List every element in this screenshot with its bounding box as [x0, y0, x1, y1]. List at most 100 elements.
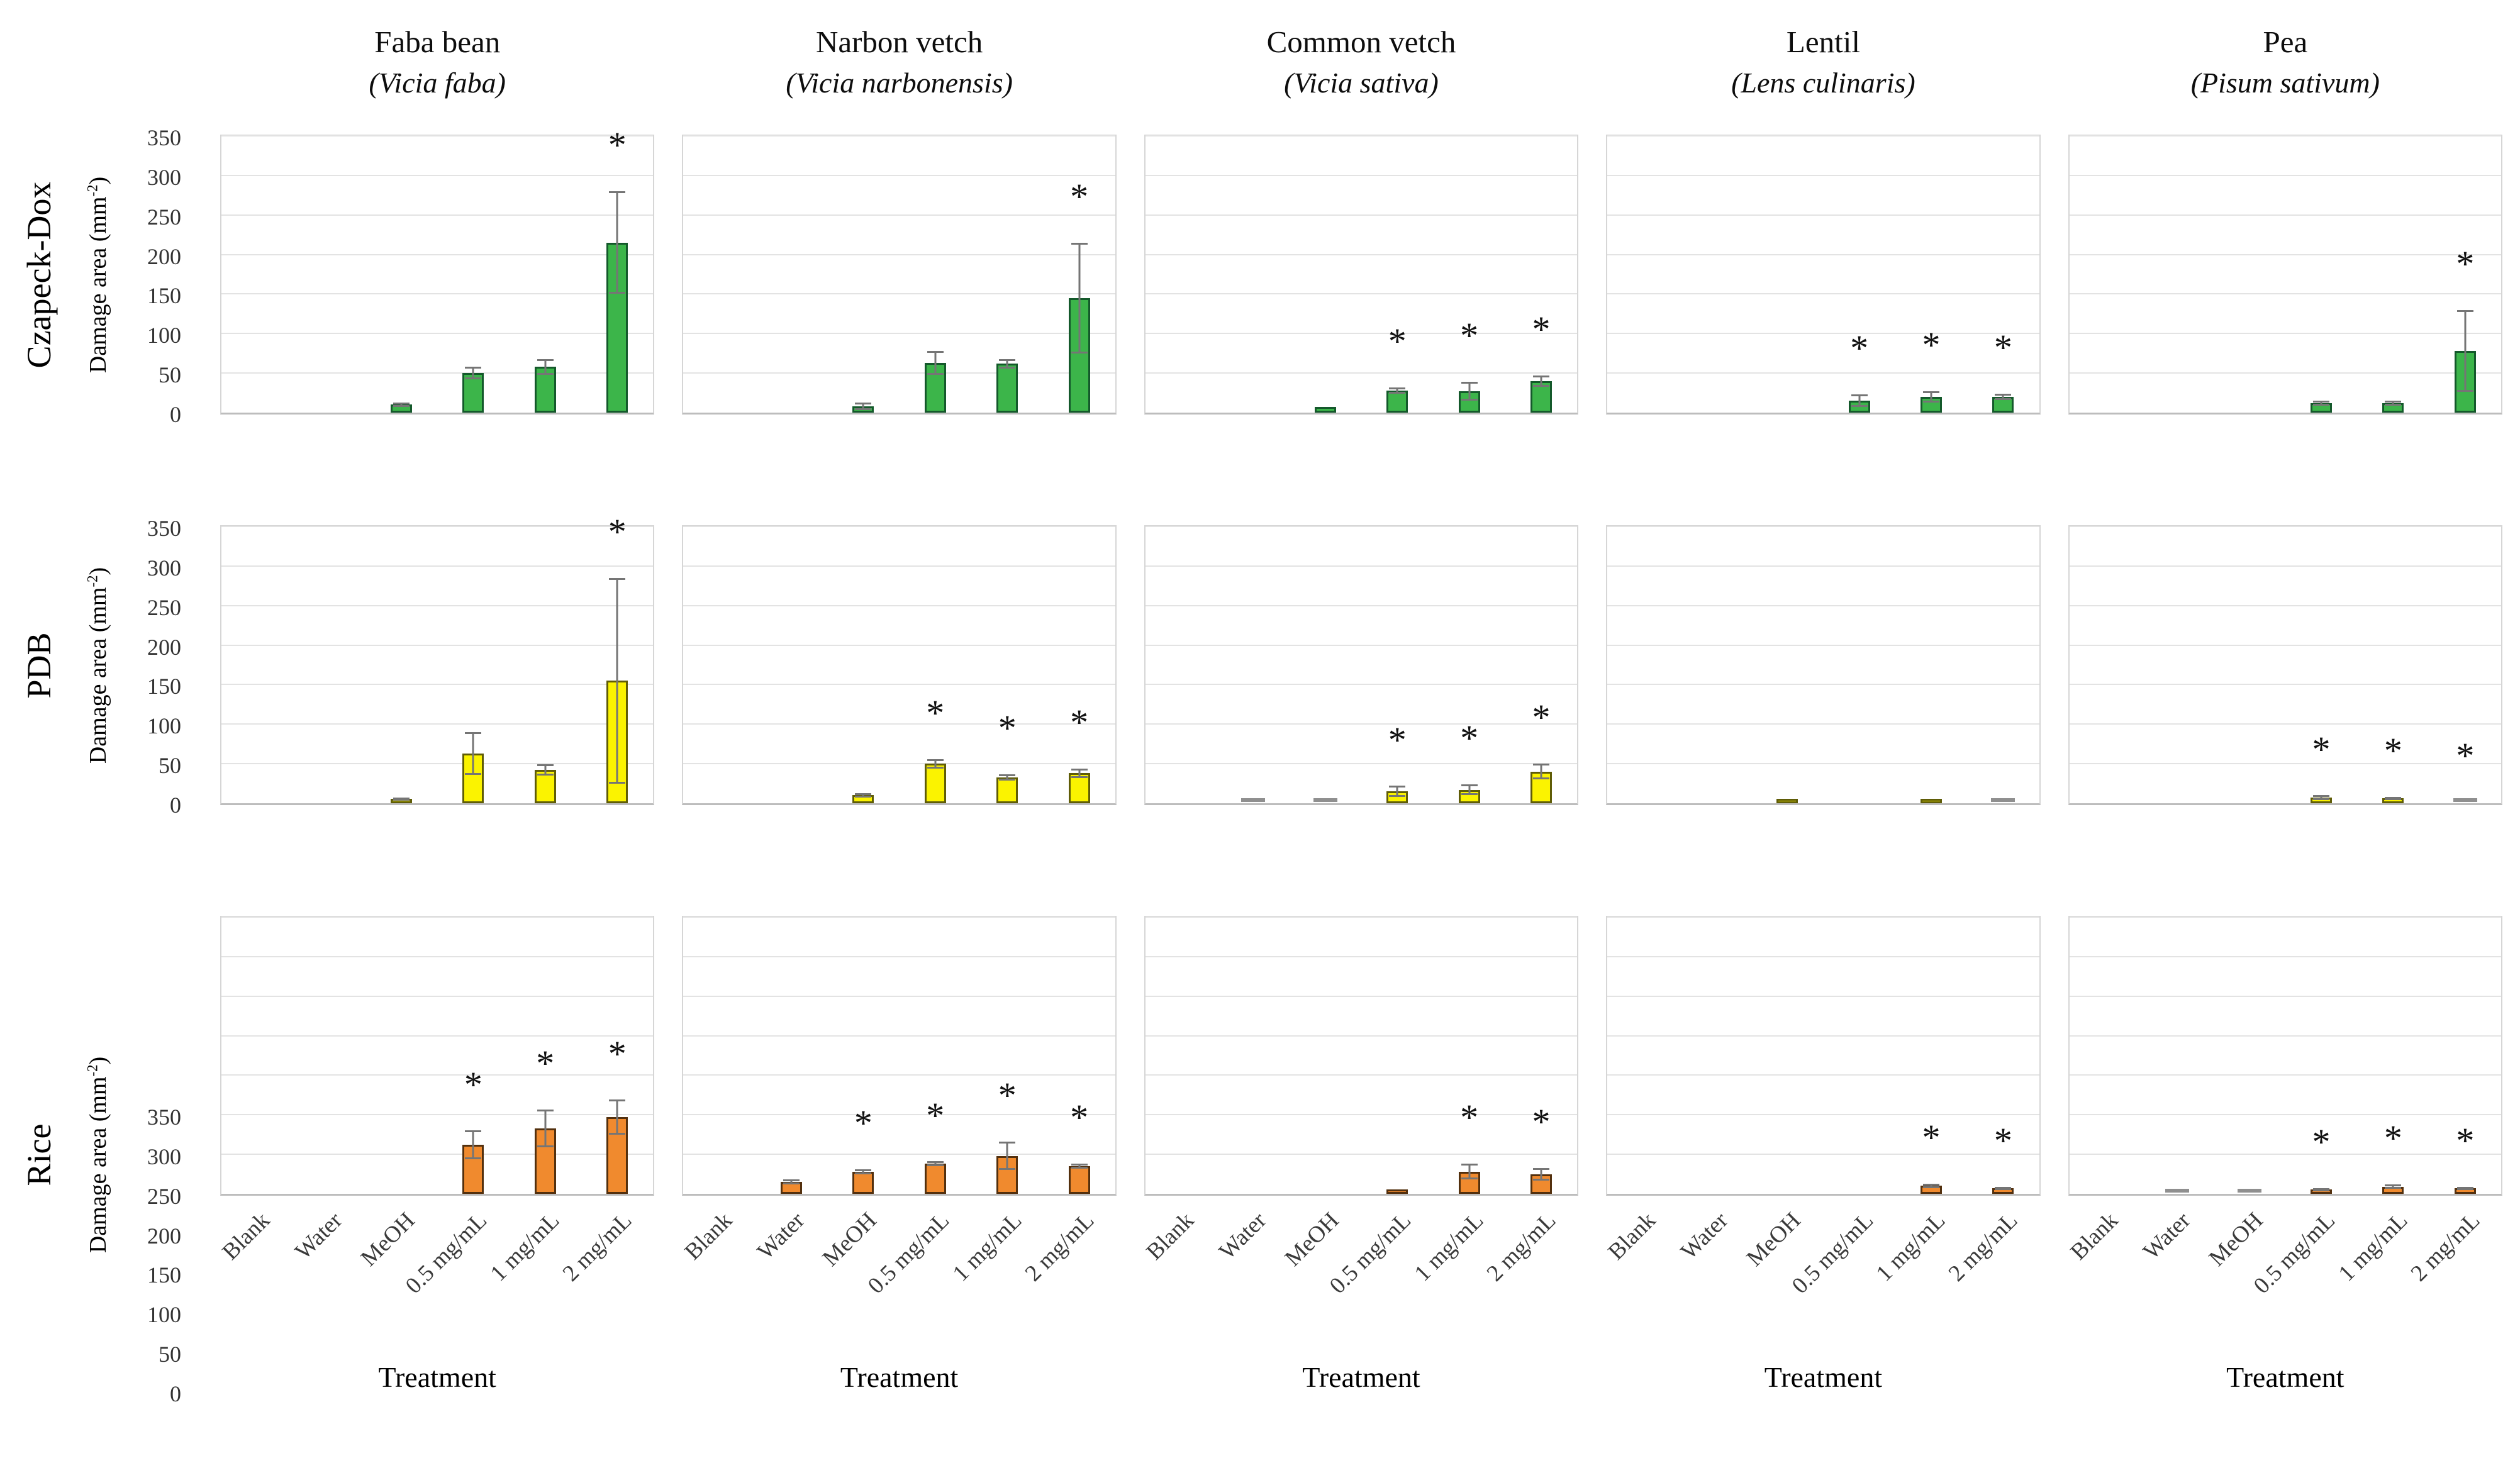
plot-area: * * * — [1606, 135, 2041, 415]
x-tick-label-water: Water — [1676, 1207, 1734, 1265]
column-title-species: (Pisum sativum) — [2190, 67, 2380, 99]
error-bar-cap-top — [393, 402, 410, 404]
error-bar-cap-bottom — [1461, 399, 1478, 401]
y-axis-label-superscript: -2 — [84, 575, 101, 587]
y-axis-label-text: Damage area (mm — [85, 196, 111, 373]
gridline — [683, 916, 1115, 918]
error-bar-cap-top — [1923, 1183, 1940, 1186]
significance-asterisk: * — [1460, 718, 1479, 759]
plot-area: * — [220, 127, 655, 415]
gridline — [2069, 333, 2502, 335]
significance-asterisk: * — [536, 1042, 555, 1084]
significance-asterisk: * — [1532, 1101, 1551, 1142]
error-bar-cap-bottom — [1995, 398, 2012, 400]
gridline — [683, 333, 1115, 335]
gridline — [221, 995, 654, 997]
error-bar-cap-top — [393, 798, 410, 800]
gridline — [2069, 763, 2502, 765]
y-tick-label: 150 — [147, 674, 181, 699]
chart-panel-pdb-faba-bean: * — [220, 514, 655, 805]
error-bar-cap-bottom — [537, 1145, 554, 1147]
chart-panel-rice-faba-bean: * * * Blank Water MeOH 0.5 mg/mL 1 mg/mL 2 mg/mL… — [218, 916, 655, 1394]
error-bar-cap-bottom — [537, 774, 554, 776]
gridline — [683, 565, 1115, 567]
error-bar-cap-bottom — [609, 781, 626, 784]
y-axis-label-cell: Damage area (mm-2) — [73, 525, 123, 805]
gridline — [1145, 565, 1578, 567]
bar-dash-2-mg-ml — [1991, 798, 2015, 802]
gridline — [1607, 916, 2039, 918]
y-axis-ticks: 0 50 100 150 200 250 300 350 — [123, 916, 192, 1405]
gridline — [1145, 293, 1578, 295]
y-tick-label: 50 — [159, 1342, 181, 1367]
y-axis-label: Damage area (mm-2) — [84, 1057, 112, 1253]
y-tick-label: 100 — [147, 1302, 181, 1328]
error-bar-cap-top — [999, 359, 1016, 361]
x-axis-title: Treatment — [1764, 1361, 1883, 1393]
plot-area: * * * — [1144, 135, 1579, 415]
gridline — [1145, 135, 1578, 136]
x-tick-label-1-mg-ml: 1 mg/mL — [485, 1207, 565, 1287]
chart-panel-pdb-pea: * * * — [2068, 525, 2503, 805]
bar-1-mg-ml — [996, 364, 1018, 413]
column-title-species: (Lens culinaris) — [1731, 67, 1915, 99]
error-bar — [1858, 394, 1861, 408]
x-tick-label-blank: Blank — [1603, 1207, 1661, 1266]
column-title-name: Pea — [2263, 25, 2308, 59]
gridline — [221, 214, 654, 216]
error-bar-cap-bottom — [2313, 403, 2330, 406]
significance-asterisk: * — [1070, 175, 1089, 217]
bar-1-mg-ml — [534, 770, 556, 803]
x-tick-label-2-mg-ml: 2 mg/mL — [1020, 1207, 1099, 1287]
error-bar-cap-bottom — [393, 405, 410, 408]
column-title-species: (Vicia narbonensis) — [786, 67, 1013, 99]
gridline — [2069, 565, 2502, 567]
bar-0-5-mg-ml — [1386, 1189, 1408, 1194]
bar-0-5-mg-ml — [924, 1164, 946, 1194]
error-bar — [1468, 784, 1471, 796]
gridline — [1145, 955, 1578, 957]
column-title-common-vetch: Common vetch (Vicia sativa) — [1144, 14, 1578, 135]
gridline — [1607, 763, 2039, 765]
error-bar-cap-top — [465, 367, 482, 369]
error-bar-cap-bottom — [609, 292, 626, 294]
error-bar — [1396, 387, 1398, 394]
error-bar-cap-top — [999, 774, 1016, 776]
bar-dash-water — [2165, 1188, 2190, 1193]
row-label-cell: Czapeck-Dox — [10, 135, 73, 415]
significance-asterisk: * — [998, 1075, 1017, 1116]
gridline — [683, 1074, 1115, 1076]
error-bar-cap-top — [2313, 1188, 2330, 1191]
y-tick-label: 150 — [147, 283, 181, 309]
bar-meoh — [1776, 799, 1798, 803]
error-bar — [544, 1109, 547, 1147]
error-bar — [1468, 382, 1471, 401]
error-bar — [2392, 401, 2394, 406]
significance-asterisk: * — [464, 1064, 482, 1105]
x-tick-label-meoh: MeOH — [355, 1207, 420, 1272]
gridline — [221, 955, 654, 957]
bar-meoh — [1314, 407, 1336, 413]
gridline — [1607, 372, 2039, 374]
error-bar-cap-top — [465, 732, 482, 734]
error-bar-cap-top — [1389, 786, 1406, 788]
column-title-lentil: Lentil (Lens culinaris) — [1606, 14, 2040, 135]
gridline — [683, 253, 1115, 255]
error-bar-cap-top — [2456, 309, 2473, 312]
error-bar — [1006, 774, 1008, 781]
gridline — [221, 604, 654, 606]
error-bar-cap-bottom — [1533, 1178, 1550, 1181]
x-tick-label-blank: Blank — [2065, 1207, 2123, 1266]
error-bar-cap-bottom — [465, 1157, 482, 1159]
significance-asterisk: * — [998, 707, 1017, 748]
error-bar-cap-bottom — [2456, 1188, 2473, 1190]
gridline — [221, 684, 654, 686]
chart-panel-pdb-common-vetch: * * * — [1144, 525, 1579, 805]
gridline — [2069, 1074, 2502, 1076]
error-bar-cap-top — [1533, 764, 1550, 766]
column-title-name: Common vetch — [1266, 25, 1456, 59]
gridline — [1145, 214, 1578, 216]
error-bar-cap-top — [1995, 393, 2012, 396]
error-bar — [1006, 359, 1008, 369]
error-bar — [472, 732, 474, 775]
